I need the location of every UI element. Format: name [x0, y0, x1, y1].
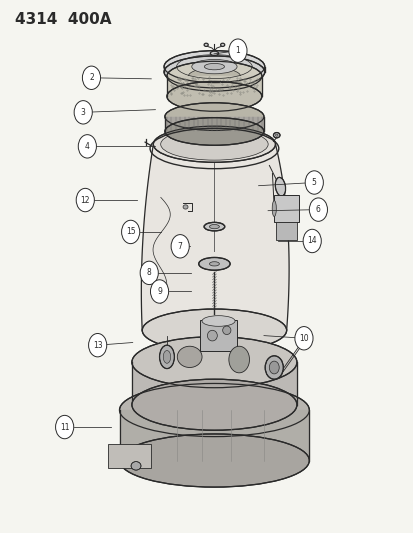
Ellipse shape [209, 224, 219, 229]
Ellipse shape [275, 177, 285, 196]
Ellipse shape [207, 330, 217, 341]
Circle shape [78, 135, 96, 158]
Text: 8: 8 [147, 269, 151, 277]
Ellipse shape [164, 56, 264, 88]
Ellipse shape [132, 337, 296, 387]
Polygon shape [141, 144, 288, 330]
Ellipse shape [177, 346, 202, 368]
Text: 1: 1 [235, 46, 240, 55]
Ellipse shape [164, 118, 263, 146]
Ellipse shape [271, 200, 275, 216]
Ellipse shape [153, 126, 275, 163]
Ellipse shape [265, 356, 282, 379]
Ellipse shape [164, 103, 263, 131]
Circle shape [150, 280, 168, 303]
Circle shape [171, 235, 189, 258]
Text: 12: 12 [81, 196, 90, 205]
Ellipse shape [222, 326, 230, 335]
Ellipse shape [204, 43, 208, 46]
Circle shape [121, 220, 140, 244]
Ellipse shape [273, 133, 279, 138]
Ellipse shape [202, 316, 235, 326]
Circle shape [228, 39, 247, 62]
Ellipse shape [228, 346, 249, 373]
Ellipse shape [204, 222, 224, 231]
Ellipse shape [209, 262, 219, 266]
FancyBboxPatch shape [273, 195, 298, 222]
Text: 10: 10 [299, 334, 308, 343]
Ellipse shape [166, 61, 261, 91]
Circle shape [74, 101, 92, 124]
Ellipse shape [268, 361, 278, 374]
Text: 2: 2 [89, 73, 94, 82]
FancyBboxPatch shape [200, 320, 236, 351]
Circle shape [82, 66, 100, 90]
Text: 6: 6 [315, 205, 320, 214]
Text: 4: 4 [85, 142, 90, 151]
Ellipse shape [188, 68, 240, 84]
Ellipse shape [220, 43, 224, 46]
Ellipse shape [275, 134, 277, 136]
Circle shape [140, 261, 158, 285]
Text: 4314  400A: 4314 400A [15, 12, 112, 27]
Text: 15: 15 [126, 228, 135, 237]
Ellipse shape [119, 383, 309, 437]
Text: 14: 14 [307, 237, 316, 246]
Circle shape [76, 188, 94, 212]
Text: 13: 13 [93, 341, 102, 350]
Circle shape [304, 171, 323, 194]
Text: 11: 11 [60, 423, 69, 432]
Ellipse shape [142, 309, 286, 352]
Text: 5: 5 [311, 178, 316, 187]
Ellipse shape [210, 51, 218, 55]
Ellipse shape [132, 379, 296, 430]
Ellipse shape [204, 63, 224, 70]
Circle shape [302, 229, 320, 253]
Text: 7: 7 [177, 242, 182, 251]
Ellipse shape [160, 128, 268, 160]
Ellipse shape [119, 434, 309, 487]
Ellipse shape [163, 351, 170, 364]
Ellipse shape [131, 462, 141, 470]
Ellipse shape [164, 51, 264, 83]
Ellipse shape [198, 257, 230, 270]
FancyBboxPatch shape [275, 222, 296, 240]
Circle shape [88, 334, 107, 357]
Text: 9: 9 [157, 287, 161, 296]
Text: 3: 3 [81, 108, 85, 117]
Ellipse shape [166, 82, 261, 111]
Circle shape [294, 327, 312, 350]
Ellipse shape [183, 205, 188, 209]
Ellipse shape [191, 60, 237, 74]
Circle shape [55, 415, 74, 439]
FancyBboxPatch shape [108, 443, 151, 468]
Circle shape [309, 198, 327, 221]
Ellipse shape [159, 345, 174, 368]
